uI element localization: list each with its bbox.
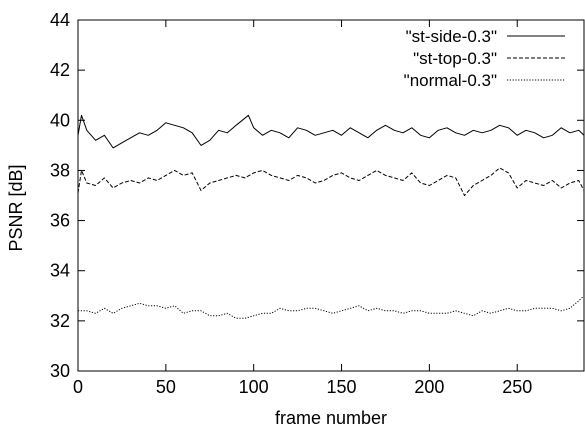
series-layer xyxy=(77,114,585,319)
series-line-1 xyxy=(77,114,585,149)
y-tick-label: 30 xyxy=(50,361,70,381)
y-tick-label: 38 xyxy=(50,160,70,180)
x-axis-title: frame number xyxy=(275,408,387,428)
y-tick-label: 36 xyxy=(50,211,70,231)
series-line-3 xyxy=(78,295,585,319)
x-tick-label: 100 xyxy=(239,377,269,397)
x-tick-label: 0 xyxy=(73,377,83,397)
y-tick-label: 44 xyxy=(50,10,70,30)
legend-label-3: "normal-0.3" xyxy=(404,71,497,90)
legend-layer: "st-side-0.3" "st-top-0.3" "normal-0.3" xyxy=(404,27,565,90)
x-tick-label: 200 xyxy=(414,377,444,397)
plot-frame xyxy=(77,19,585,372)
y-tick-label: 34 xyxy=(50,261,70,281)
x-tick-label: 150 xyxy=(327,377,357,397)
legend-label-2: "st-top-0.3" xyxy=(413,49,497,68)
y-axis-title: PSNR [dB] xyxy=(6,164,26,251)
y-tick-label: 32 xyxy=(50,311,70,331)
series-line-2 xyxy=(77,167,585,196)
axes-layer: 0 50 100 150 200 250 30 32 34 36 38 40 42 44 xyxy=(50,10,585,397)
y-tick-label: 42 xyxy=(50,60,70,80)
y-tick-label: 40 xyxy=(50,110,70,130)
legend-label-1: "st-side-0.3" xyxy=(406,27,497,46)
x-tick-label: 50 xyxy=(156,377,176,397)
x-tick-label: 250 xyxy=(502,377,532,397)
